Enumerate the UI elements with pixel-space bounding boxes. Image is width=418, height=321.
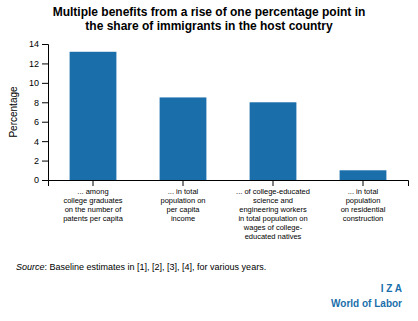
tick-mark (42, 180, 48, 181)
bar (70, 52, 117, 180)
annotation: World of Labor (331, 298, 402, 309)
tick-label: 4 (34, 137, 39, 147)
bar (250, 102, 297, 180)
y-axis-title: Percentage (8, 86, 19, 138)
tick: 4 (34, 137, 48, 147)
tick-mark (42, 161, 48, 162)
tick: ... amongcollege graduateson the number … (63, 180, 123, 223)
tick: ... in totalpopulationon residentialcons… (341, 180, 386, 223)
x-axis: ... amongcollege graduateson the number … (49, 180, 409, 241)
tick: 10 (29, 78, 48, 88)
annotation: I Z A (381, 283, 402, 294)
tick-label: 10 (29, 78, 39, 88)
chart: Multiple benefits from a rise of one per… (0, 0, 418, 321)
tick-label: ... amongcollege graduateson the number … (63, 187, 123, 223)
tick-mark (42, 141, 48, 142)
tick-label: ... of college-educatedscience andengine… (236, 187, 310, 241)
tick: 14 (29, 39, 48, 49)
bar (340, 170, 387, 180)
tick: 0 (34, 175, 48, 185)
tick-label: ... in totalpopulation onper capitaincom… (160, 187, 205, 223)
tick-label: ... in totalpopulationon residentialcons… (341, 187, 386, 223)
axis-line (42, 45, 49, 181)
tick: ... in totalpopulation onper capitaincom… (160, 180, 205, 223)
tick: 8 (34, 98, 48, 108)
tick-label: 2 (34, 156, 39, 166)
tick: ... of college-educatedscience andengine… (236, 180, 310, 241)
tick-label: 6 (34, 117, 39, 127)
bars (70, 52, 387, 180)
y-axis: 0 2 4 6 8 10 12 14 (29, 39, 49, 185)
axis-line (49, 181, 409, 187)
tick-mark (93, 180, 94, 186)
bar (160, 97, 207, 180)
tick-mark (42, 44, 48, 45)
tick: 2 (34, 156, 48, 166)
tick-label: 0 (34, 175, 39, 185)
source: Source: Baseline estimates in [1], [2], … (16, 262, 266, 272)
source-label: Source (16, 262, 45, 272)
tick-mark (42, 102, 48, 103)
plot: 0 2 4 6 8 10 12 14 ... amongcollege graduateson … (8, 39, 409, 241)
tick-mark (42, 63, 48, 64)
title: Multiple benefits from a rise of one per… (53, 5, 366, 33)
tick-mark (363, 180, 364, 186)
source-text: : Baseline estimates in [1], [2], [3], [… (45, 262, 267, 272)
tick: 6 (34, 117, 48, 127)
tick-mark (273, 180, 274, 186)
tick-mark (42, 122, 48, 123)
tick-label: 12 (29, 59, 39, 69)
tick: 12 (29, 59, 48, 69)
tick-label: 14 (29, 39, 39, 49)
tick-mark (183, 180, 184, 186)
tick-mark (42, 83, 48, 84)
tick-label: 8 (34, 98, 39, 108)
